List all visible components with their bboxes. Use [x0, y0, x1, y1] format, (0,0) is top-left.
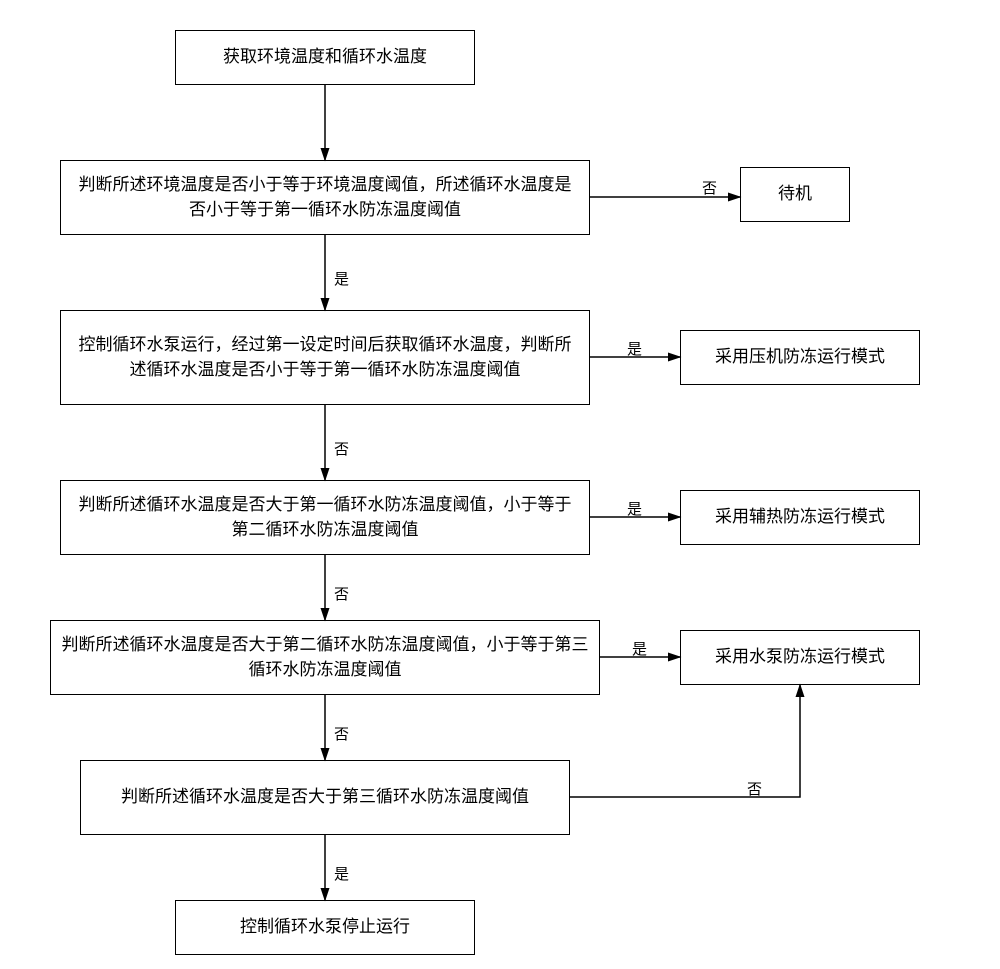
- node-decision-env-threshold: 判断所述环境温度是否小于等于环境温度阈值，所述循环水温度是否小于等于第一循环水防…: [60, 160, 590, 235]
- node-standby: 待机: [740, 167, 850, 222]
- node-text: 判断所述循环水温度是否大于第一循环水防冻温度阈值，小于等于第二循环水防冻温度阈值: [71, 493, 579, 542]
- label-no: 否: [332, 438, 351, 459]
- label-yes: 是: [630, 638, 649, 659]
- label-yes: 是: [332, 268, 351, 289]
- node-text: 判断所述循环水温度是否大于第二循环水防冻温度阈值，小于等于第三循环水防冻温度阈值: [61, 633, 589, 682]
- label-no: 否: [332, 723, 351, 744]
- node-decision-range12: 判断所述循环水温度是否大于第一循环水防冻温度阈值，小于等于第二循环水防冻温度阈值: [60, 480, 590, 555]
- node-text: 控制循环水泵停止运行: [240, 915, 410, 940]
- flowchart-canvas: 获取环境温度和循环水温度 判断所述环境温度是否小于等于环境温度阈值，所述循环水温…: [0, 0, 1000, 969]
- node-pump-antifreeze-mode: 采用水泵防冻运行模式: [680, 630, 920, 685]
- node-compressor-mode: 采用压机防冻运行模式: [680, 330, 920, 385]
- node-aux-heat-mode: 采用辅热防冻运行模式: [680, 490, 920, 545]
- label-no: 否: [700, 177, 719, 198]
- node-acquire-temps: 获取环境温度和循环水温度: [175, 30, 475, 85]
- node-stop-pump: 控制循环水泵停止运行: [175, 900, 475, 955]
- label-yes: 是: [625, 498, 644, 519]
- node-text: 采用水泵防冻运行模式: [715, 645, 885, 670]
- node-pump-run-check1: 控制循环水泵运行，经过第一设定时间后获取循环水温度，判断所述循环水温度是否小于等…: [60, 310, 590, 405]
- node-text: 控制循环水泵运行，经过第一设定时间后获取循环水温度，判断所述循环水温度是否小于等…: [71, 333, 579, 382]
- label-yes: 是: [332, 863, 351, 884]
- node-text: 待机: [778, 182, 812, 207]
- node-decision-gt3: 判断所述循环水温度是否大于第三循环水防冻温度阈值: [80, 760, 570, 835]
- label-no: 否: [745, 778, 764, 799]
- node-text: 采用压机防冻运行模式: [715, 345, 885, 370]
- node-text: 判断所述循环水温度是否大于第三循环水防冻温度阈值: [121, 785, 529, 810]
- label-yes: 是: [625, 338, 644, 359]
- node-text: 采用辅热防冻运行模式: [715, 505, 885, 530]
- node-text: 获取环境温度和循环水温度: [223, 45, 427, 70]
- label-no: 否: [332, 583, 351, 604]
- node-decision-range23: 判断所述循环水温度是否大于第二循环水防冻温度阈值，小于等于第三循环水防冻温度阈值: [50, 620, 600, 695]
- node-text: 判断所述环境温度是否小于等于环境温度阈值，所述循环水温度是否小于等于第一循环水防…: [71, 173, 579, 222]
